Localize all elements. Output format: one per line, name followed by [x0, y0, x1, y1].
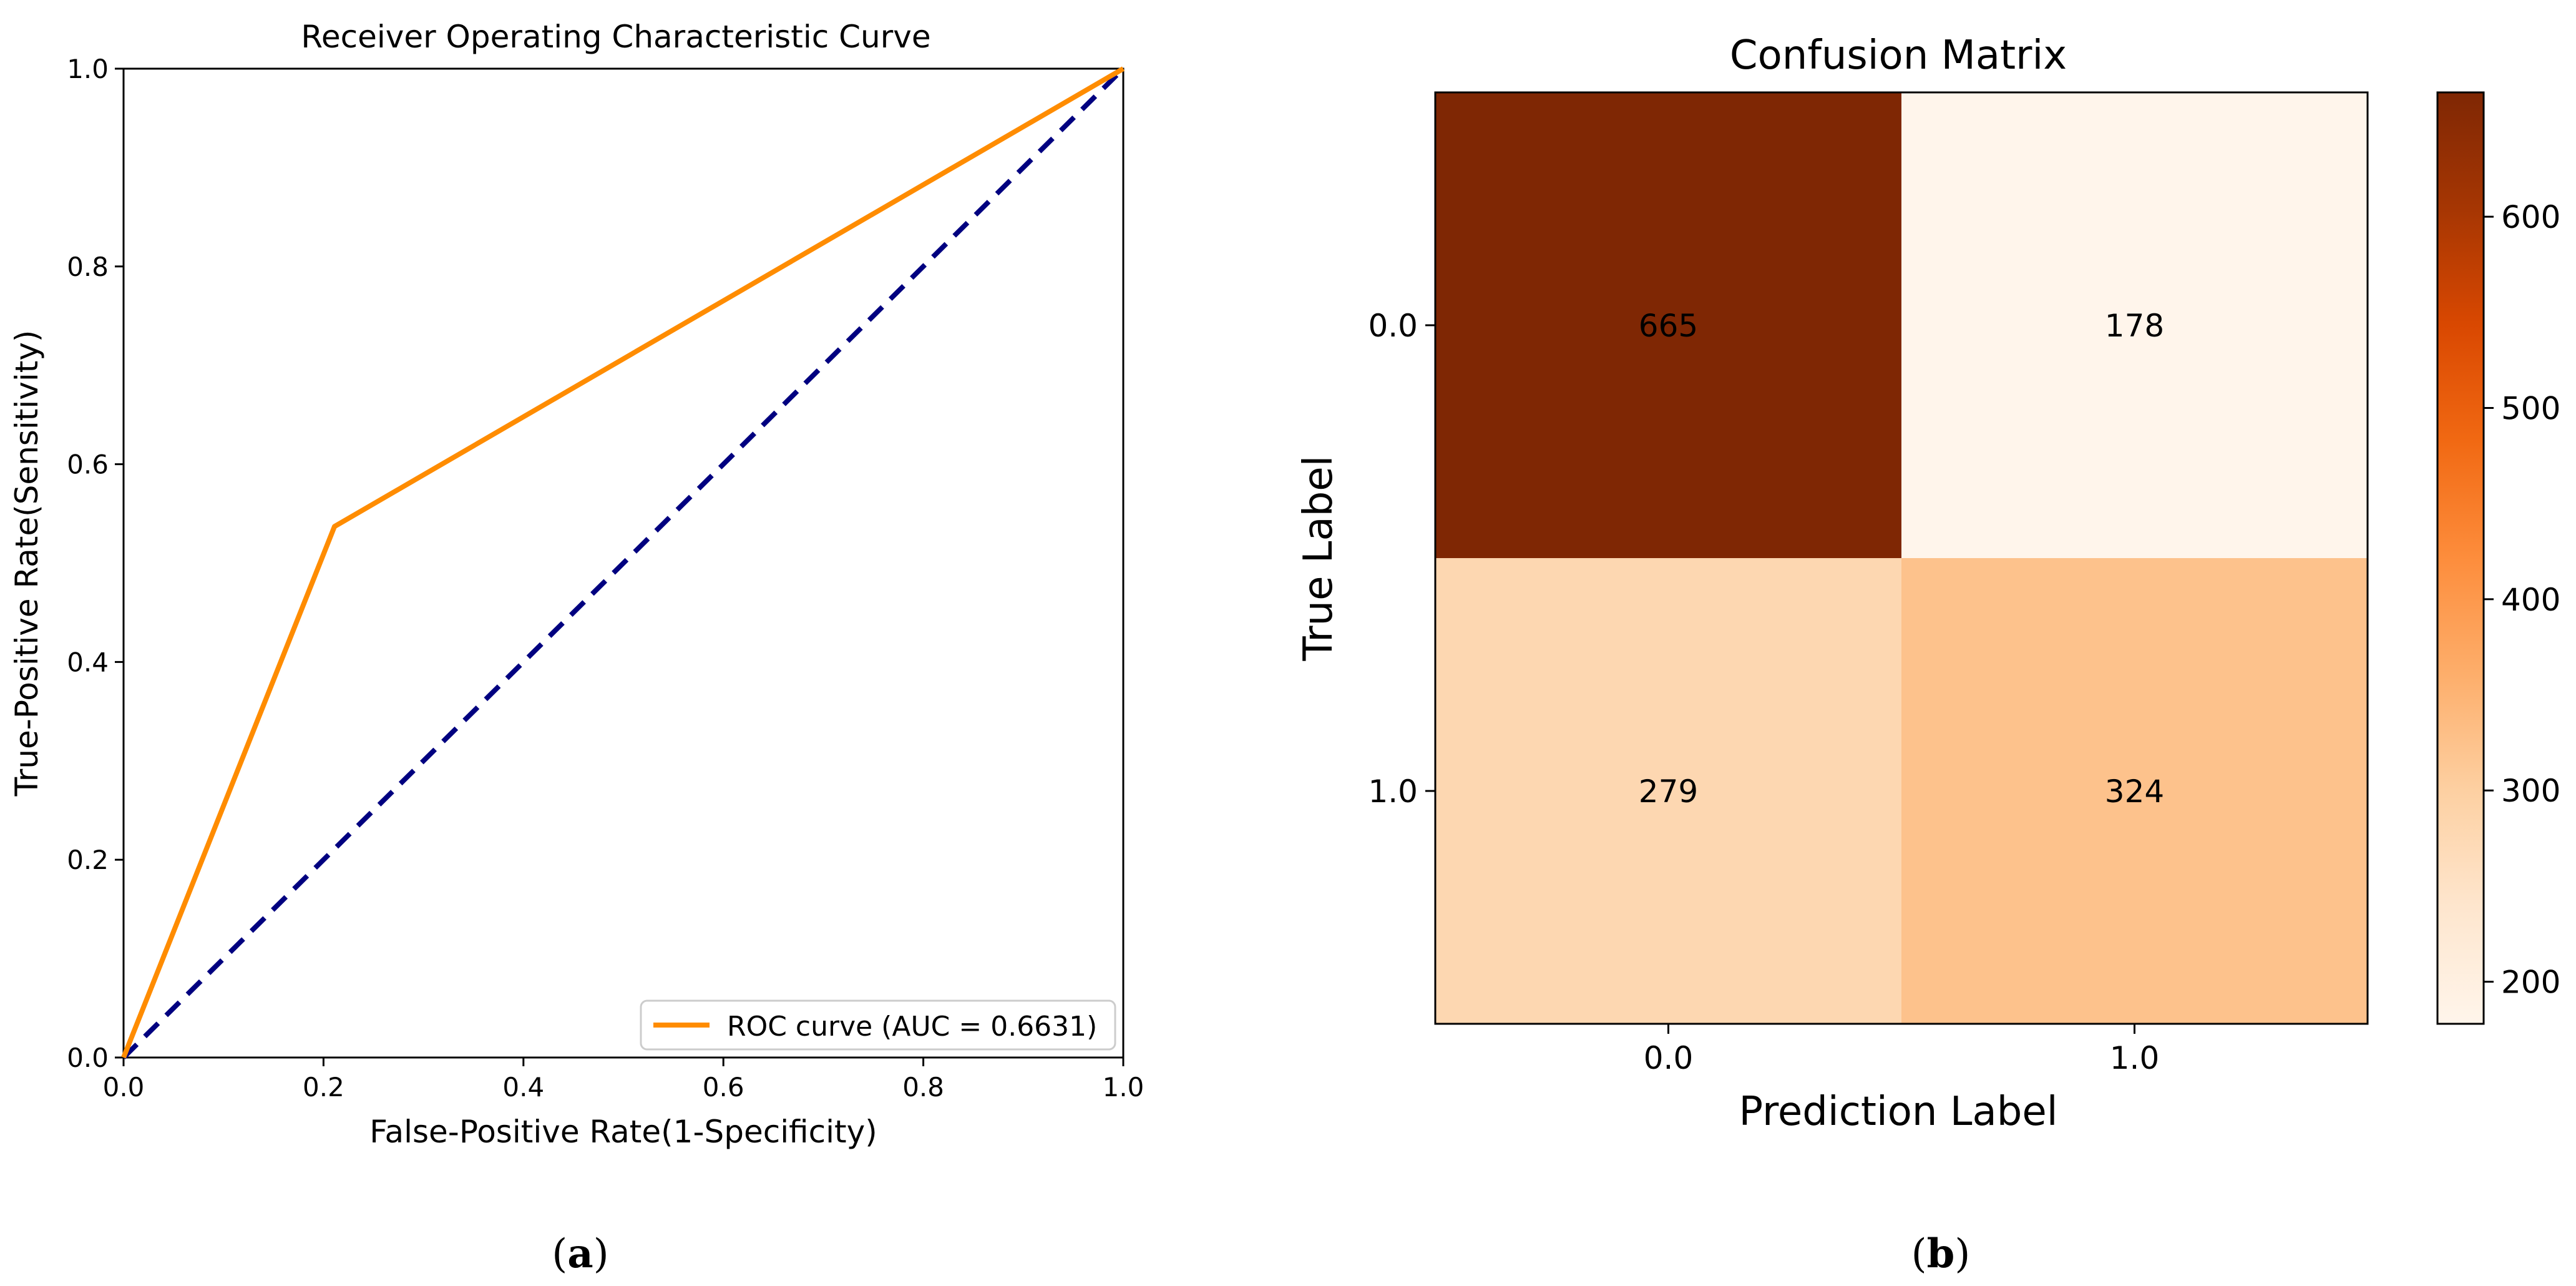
cm-y-tick-label: 0.0: [1368, 308, 1418, 344]
cm-cell: [1435, 92, 1902, 559]
cm-cell: [1901, 92, 2368, 559]
roc-x-axis-label: False-Positive Rate(1-Specificity): [369, 1114, 877, 1150]
roc-x-tick-label: 0.2: [303, 1072, 344, 1102]
cm-y-tick-label: 1.0: [1368, 773, 1418, 810]
roc-y-axis: 0.0 0.2 0.4 0.6 0.8 1.0: [67, 54, 124, 1073]
cm-colorbar-tick-label: 400: [2501, 582, 2560, 618]
chance-diagonal-line: [122, 67, 1125, 1059]
roc-legend: ROC curve (AUC = 0.6631): [640, 999, 1116, 1051]
roc-chart: Receiver Operating Characteristic Curve …: [9, 19, 1144, 1277]
roc-y-tick-label: 1.0: [67, 54, 109, 84]
cm-cell-value: 665: [1639, 308, 1698, 344]
cm-colorbar-tick-label: 300: [2501, 773, 2560, 809]
cm-cell-value: 324: [2105, 773, 2164, 810]
panel-letter-b: b: [1927, 1230, 1955, 1277]
panel-label-b: (b): [1911, 1230, 1971, 1277]
roc-title: Receiver Operating Characteristic Curve: [301, 19, 930, 55]
cm-cell-value: 178: [2105, 308, 2164, 344]
roc-y-axis-label: True-Positive Rate(Sensitivity): [9, 330, 45, 797]
cm-colorbar-tick-label: 200: [2501, 964, 2560, 1001]
panel-label-a: (a): [552, 1230, 608, 1277]
cm-cell: [1901, 558, 2368, 1024]
roc-curve-line: [121, 66, 1125, 1059]
cm-title: Confusion Matrix: [1730, 32, 2067, 79]
roc-y-tick-label: 0.6: [67, 449, 109, 480]
roc-y-tick-label: 0.2: [67, 845, 109, 875]
cm-x-axis-label: Prediction Label: [1739, 1089, 2058, 1135]
roc-x-tick-label: 1.0: [1103, 1072, 1144, 1102]
cm-x-axis: 0.0 1.0: [1644, 1024, 2160, 1076]
cm-colorbar-axis: 200 300 400 500 600: [2484, 199, 2560, 1001]
roc-x-tick-label: 0.8: [902, 1072, 944, 1102]
cm-x-tick-label: 1.0: [2110, 1040, 2160, 1076]
roc-y-tick-label: 0.4: [67, 647, 109, 677]
cm-x-tick-label: 0.0: [1644, 1040, 1694, 1076]
cm-plot-frame: [1434, 91, 2369, 1025]
confusion-matrix-chart: Confusion Matrix 665 178 279 324 0.0 1.0 0.0…: [1295, 32, 2560, 1277]
cm-cells: [1435, 92, 2368, 1024]
cm-y-axis-label: True Label: [1295, 456, 1342, 662]
roc-y-tick-label: 0.0: [67, 1043, 109, 1073]
cm-y-axis: 0.0 1.0: [1368, 308, 1435, 810]
roc-plot-frame: [122, 67, 1125, 1059]
roc-x-axis: 0.0 0.2 0.4 0.6 0.8 1.0: [103, 1058, 1144, 1102]
cm-cell-labels: 665 178 279 324: [1639, 308, 2164, 810]
cm-colorbar: [2436, 91, 2485, 1025]
cm-cell-value: 279: [1639, 773, 1698, 810]
cm-cell: [1435, 558, 1902, 1024]
cm-colorbar-tick-label: 500: [2501, 391, 2560, 427]
roc-y-tick-label: 0.8: [67, 252, 109, 282]
cm-colorbar-tick-label: 600: [2501, 199, 2560, 235]
roc-x-tick-label: 0.6: [703, 1072, 744, 1102]
roc-x-tick-label: 0.4: [502, 1072, 544, 1102]
roc-legend-label: ROC curve (AUC = 0.6631): [727, 1011, 1097, 1043]
roc-x-tick-label: 0.0: [103, 1072, 145, 1102]
panel-letter-a: a: [567, 1230, 593, 1277]
roc-legend-box: [640, 999, 1116, 1051]
